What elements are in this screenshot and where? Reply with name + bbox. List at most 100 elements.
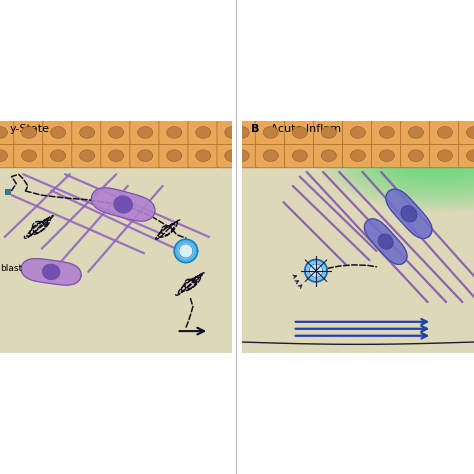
Polygon shape [378, 234, 393, 249]
Bar [5, 189, 10, 194]
FancyBboxPatch shape [372, 120, 402, 145]
Polygon shape [91, 188, 155, 221]
Ellipse shape [358, 108, 474, 189]
Ellipse shape [341, 100, 474, 198]
Ellipse shape [397, 128, 474, 170]
Ellipse shape [438, 127, 453, 138]
Ellipse shape [337, 98, 474, 200]
FancyBboxPatch shape [217, 120, 248, 145]
Ellipse shape [137, 127, 153, 138]
Ellipse shape [109, 127, 124, 138]
Ellipse shape [324, 91, 474, 206]
Ellipse shape [350, 150, 365, 162]
FancyBboxPatch shape [14, 144, 45, 168]
Polygon shape [21, 259, 81, 285]
Ellipse shape [350, 104, 474, 193]
Ellipse shape [435, 146, 443, 151]
Ellipse shape [51, 150, 65, 162]
FancyBboxPatch shape [0, 120, 15, 145]
FancyBboxPatch shape [342, 120, 373, 145]
FancyBboxPatch shape [313, 144, 344, 168]
Ellipse shape [80, 127, 95, 138]
Polygon shape [386, 189, 432, 238]
FancyBboxPatch shape [130, 144, 161, 168]
FancyBboxPatch shape [101, 120, 132, 145]
FancyBboxPatch shape [0, 144, 15, 168]
Polygon shape [179, 244, 193, 258]
Ellipse shape [354, 106, 474, 191]
Ellipse shape [321, 150, 337, 162]
FancyBboxPatch shape [255, 144, 286, 168]
Text: blast: blast [0, 264, 22, 273]
Ellipse shape [311, 85, 474, 213]
Ellipse shape [321, 127, 337, 138]
FancyBboxPatch shape [226, 144, 257, 168]
Ellipse shape [410, 134, 469, 164]
FancyBboxPatch shape [429, 144, 460, 168]
Ellipse shape [371, 115, 474, 183]
FancyBboxPatch shape [14, 120, 45, 145]
FancyBboxPatch shape [101, 144, 132, 168]
Ellipse shape [292, 127, 307, 138]
Ellipse shape [379, 150, 394, 162]
FancyBboxPatch shape [72, 144, 102, 168]
FancyBboxPatch shape [284, 144, 315, 168]
FancyBboxPatch shape [401, 144, 431, 168]
Bar [0, 121, 232, 167]
FancyBboxPatch shape [130, 120, 161, 145]
Ellipse shape [405, 132, 473, 166]
Ellipse shape [21, 127, 36, 138]
Ellipse shape [167, 150, 182, 162]
FancyBboxPatch shape [188, 120, 219, 145]
FancyBboxPatch shape [459, 144, 474, 168]
Ellipse shape [51, 127, 65, 138]
Ellipse shape [196, 150, 211, 162]
Ellipse shape [225, 150, 240, 162]
Polygon shape [401, 206, 417, 222]
Ellipse shape [292, 150, 307, 162]
Text: y-State: y-State [9, 124, 49, 134]
Polygon shape [43, 264, 60, 279]
FancyBboxPatch shape [284, 120, 315, 145]
Ellipse shape [234, 127, 249, 138]
Ellipse shape [0, 150, 8, 162]
FancyBboxPatch shape [429, 120, 460, 145]
Ellipse shape [409, 127, 423, 138]
Ellipse shape [263, 127, 278, 138]
Ellipse shape [430, 145, 447, 153]
FancyBboxPatch shape [255, 120, 286, 145]
Polygon shape [365, 219, 407, 264]
Polygon shape [310, 264, 323, 277]
Polygon shape [174, 239, 198, 263]
Ellipse shape [320, 89, 474, 209]
FancyBboxPatch shape [226, 120, 257, 145]
Polygon shape [305, 260, 327, 282]
Bar [242, 121, 474, 167]
FancyBboxPatch shape [188, 144, 219, 168]
Ellipse shape [0, 127, 8, 138]
FancyBboxPatch shape [459, 120, 474, 145]
FancyBboxPatch shape [43, 144, 73, 168]
Ellipse shape [234, 150, 249, 162]
Ellipse shape [422, 140, 456, 157]
FancyBboxPatch shape [372, 144, 402, 168]
Ellipse shape [196, 127, 211, 138]
Ellipse shape [109, 150, 124, 162]
FancyBboxPatch shape [72, 120, 102, 145]
FancyBboxPatch shape [401, 120, 431, 145]
Ellipse shape [21, 150, 36, 162]
Ellipse shape [380, 119, 474, 179]
Ellipse shape [137, 150, 153, 162]
Ellipse shape [384, 121, 474, 176]
Ellipse shape [350, 127, 365, 138]
Ellipse shape [392, 125, 474, 172]
FancyBboxPatch shape [159, 144, 190, 168]
Ellipse shape [346, 102, 474, 196]
Ellipse shape [367, 112, 474, 185]
FancyBboxPatch shape [217, 144, 248, 168]
Ellipse shape [414, 136, 465, 162]
Ellipse shape [328, 93, 474, 204]
Ellipse shape [225, 127, 240, 138]
Ellipse shape [333, 95, 474, 202]
FancyBboxPatch shape [159, 120, 190, 145]
